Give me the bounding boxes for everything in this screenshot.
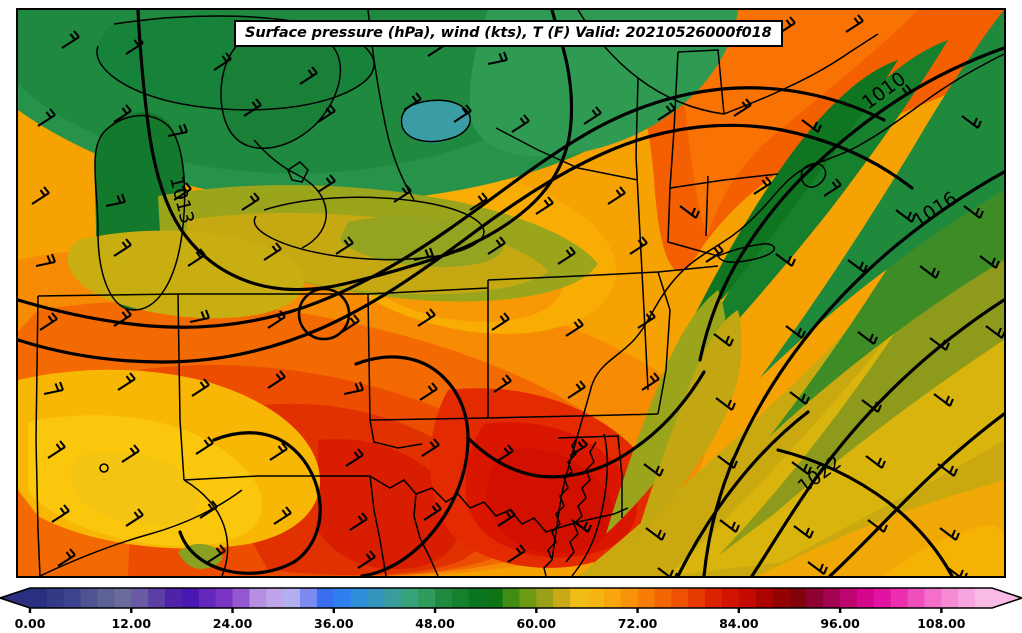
colorbar-ticks: [28, 608, 943, 613]
political-borders: [35, 10, 1004, 576]
colorbar: 0.00 12.00 24.00 36.00 48.00 60.00 72.00 84.00 9…: [0, 578, 1022, 633]
temp-great-lakes-region: [18, 10, 738, 319]
map-panel: 1013 1010 1016 1022: [16, 8, 1006, 578]
colorbar-tick-label: 0.00: [15, 616, 46, 631]
map-title: Surface pressure (hPa), wind (kts), T (F…: [234, 20, 783, 47]
colorbar-swatches: [0, 588, 1022, 608]
isobar-1022: [828, 412, 1004, 576]
colorbar-tick-label: 60.00: [517, 616, 557, 631]
colorbar-tick-label: 48.00: [415, 616, 455, 631]
colorbar-tick-label: 72.00: [618, 616, 658, 631]
colorbar-tick-label: 108.00: [917, 616, 966, 631]
isobar-contours: [18, 10, 1004, 576]
isobar-1010: [698, 46, 1004, 362]
colorbar-tick-label: 12.00: [111, 616, 151, 631]
map-canvas: 1013 1010 1016 1022: [18, 10, 1004, 576]
colorbar-tick-label: 24.00: [213, 616, 253, 631]
temp-warm-band: [18, 247, 708, 576]
colorbar-tick-label: 36.00: [314, 616, 354, 631]
isobar-1016: [702, 170, 1004, 576]
temp-atlantic: [578, 10, 1004, 576]
isobar-1013: [136, 10, 346, 292]
colorbar-tick-label: 96.00: [820, 616, 860, 631]
colorbar-canvas: 0.00 12.00 24.00 36.00 48.00 60.00 72.00 84.00 9…: [0, 587, 1022, 631]
colorbar-tick-label: 84.00: [719, 616, 759, 631]
colorbar-tick-labels: 0.00 12.00 24.00 36.00 48.00 60.00 72.00 84.00 9…: [15, 616, 966, 631]
